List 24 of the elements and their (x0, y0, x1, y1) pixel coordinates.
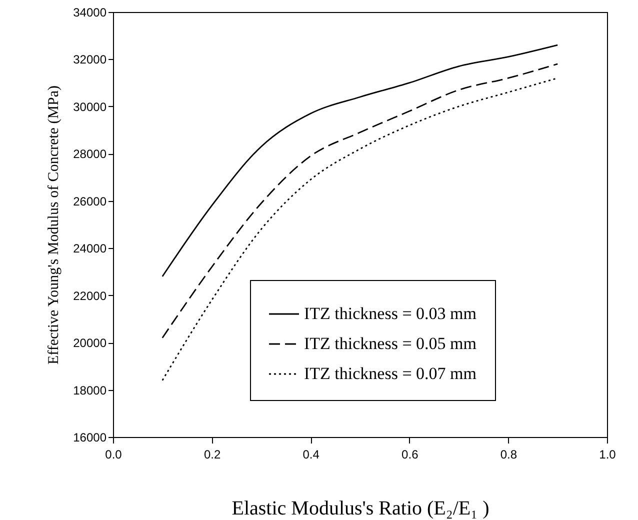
legend-label: ITZ thickness = 0.03 mm (304, 304, 476, 323)
x-tick-label: 0.8 (500, 448, 518, 462)
line-series (162, 77, 558, 382)
legend-label: ITZ thickness = 0.05 mm (304, 334, 476, 353)
y-tick-label: 18000 (73, 383, 107, 398)
y-tick-label: 28000 (73, 147, 107, 162)
y-tick-label: 26000 (73, 194, 107, 208)
y-axis-title: Effective Young's Modulus of Concrete (MPa) (46, 85, 62, 365)
y-tick-label: 30000 (73, 100, 107, 114)
y-tick-label: 20000 (73, 336, 107, 350)
y-tick-label: 22000 (73, 288, 107, 303)
x-tick-label: 0.4 (302, 448, 320, 462)
y-tick-label: 16000 (73, 430, 107, 444)
x-tick-label: 0.0 (105, 448, 122, 462)
x-axis-title: Elastic Modulus's Ratio (E₂/E₁ ) (232, 498, 490, 520)
y-tick-label: 32000 (73, 52, 107, 67)
legend-label: ITZ thickness = 0.07 mm (304, 364, 476, 383)
x-tick-label: 0.2 (204, 448, 221, 462)
y-tick-label: 24000 (73, 242, 107, 256)
x-tick-label: 1.0 (599, 448, 616, 462)
line-series (162, 63, 558, 339)
line-series (162, 44, 558, 278)
y-tick-label: 34000 (73, 6, 107, 20)
x-tick-label: 0.6 (402, 448, 419, 462)
